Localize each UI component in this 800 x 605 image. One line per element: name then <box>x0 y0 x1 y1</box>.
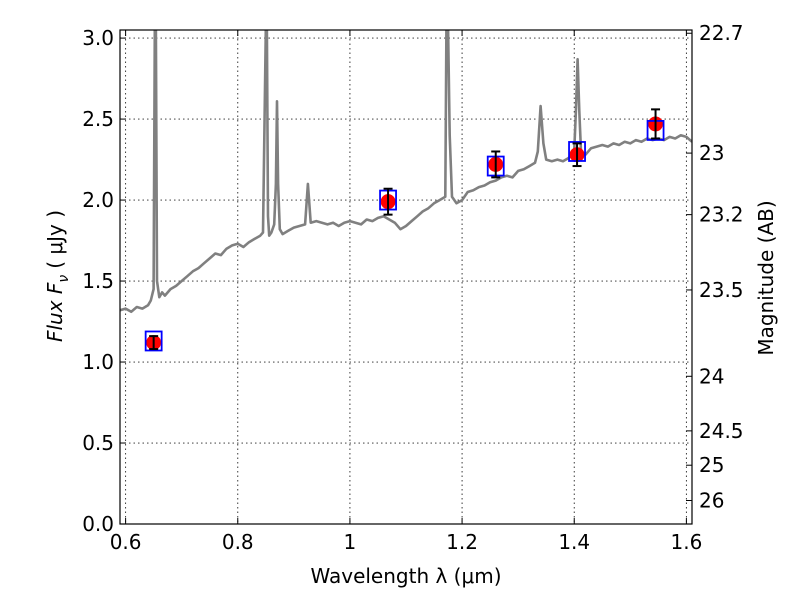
y-axis-label-unit: ( μJy ) <box>43 210 67 269</box>
y2-tick-label: 24 <box>699 364 724 388</box>
points-layer <box>144 108 665 352</box>
x-tick-label: 0.6 <box>110 530 142 554</box>
x-tick-label: 1.2 <box>446 530 478 554</box>
y2-tick-label: 24.5 <box>699 419 744 443</box>
y-tick-label: 0.0 <box>82 512 114 536</box>
x-tick-label: 1.6 <box>670 530 702 554</box>
y2-tick-label: 25 <box>699 453 724 477</box>
ticks-layer: 0.6 0.8 1 1.2 1.4 1.6 0.0 0.5 1.0 1.5 2.0 2.5 3.0 22.… <box>82 21 743 554</box>
x-tick-label: 1 <box>344 530 357 554</box>
plot-frame <box>119 29 693 525</box>
y-tick-label: 2.5 <box>82 107 114 131</box>
grid-layer <box>120 30 692 525</box>
spectrum-layer <box>120 30 692 314</box>
y-tick-label: 1.0 <box>82 350 114 374</box>
y2-tick-label: 23 <box>699 141 724 165</box>
svg-text:Flux Fν( μJy ): Flux Fν ( μJy ) <box>43 210 72 342</box>
model-spectrum-line <box>120 30 692 314</box>
y-tick-label: 0.5 <box>82 431 114 455</box>
y-tick-label: 1.5 <box>82 269 114 293</box>
y2-tick-label: 23.5 <box>699 278 744 302</box>
y2-axis-label: Magnitude (AB) <box>754 200 778 355</box>
y-axis-label: Flux Fν ( μJy ) <box>43 210 72 342</box>
y-tick-label: 3.0 <box>82 26 114 50</box>
x-axis-label: Wavelength λ (μm) <box>310 564 501 588</box>
model-flux-square <box>144 330 163 352</box>
x-tick-label: 0.8 <box>222 530 254 554</box>
y-axis-label-main: Flux F <box>43 282 67 342</box>
svg-text:Magnitude (AB): Magnitude (AB) <box>754 200 778 355</box>
y2-tick-label: 26 <box>699 489 724 513</box>
y2-tick-label: 23.2 <box>699 203 744 227</box>
y-axis-label-sub: ν <box>56 275 72 283</box>
y2-tick-label: 22.7 <box>699 21 744 45</box>
y-tick-label: 2.0 <box>82 188 114 212</box>
x-tick-label: 1.4 <box>558 530 590 554</box>
